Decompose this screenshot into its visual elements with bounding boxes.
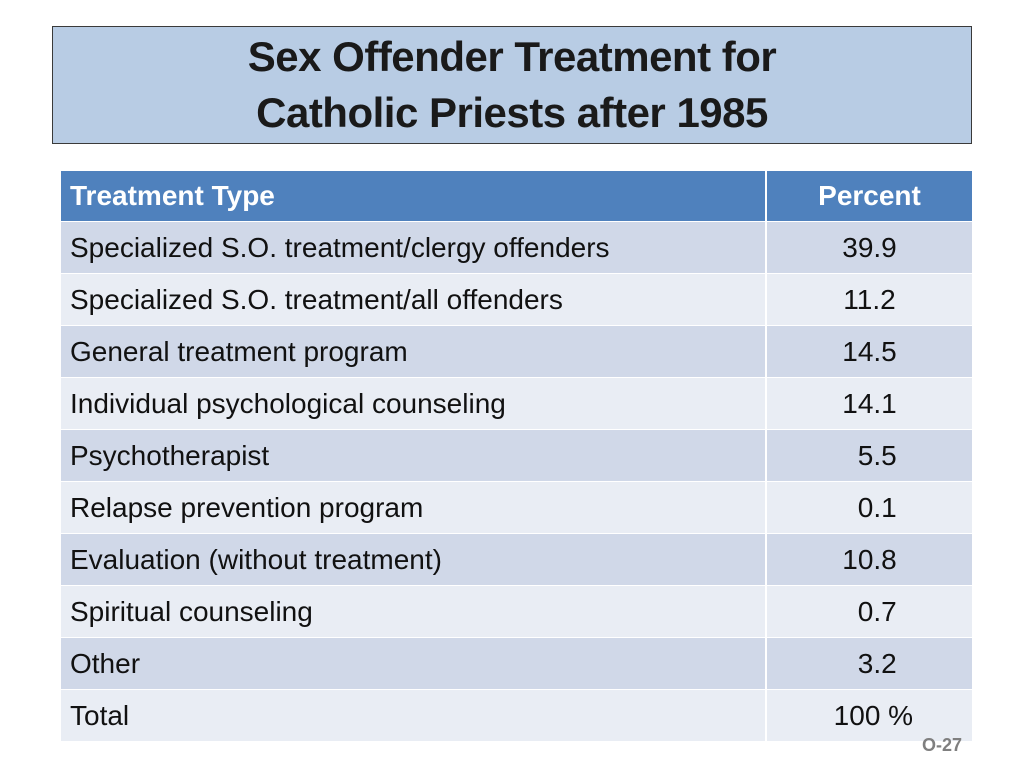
table-header-row: Treatment Type Percent [61,171,972,222]
percent-cell: 0.1 [842,491,897,523]
percent-cell: 0.7 [842,595,897,627]
table-row: Spiritual counseling 0.7 [61,586,972,638]
total-percent-cell: 100 % [825,699,914,731]
treatment-type-cell: General treatment program [61,326,767,377]
table-row: General treatment program 14.5 [61,326,972,378]
treatment-type-cell: Spiritual counseling [61,586,767,637]
title-box: Sex Offender Treatment for Catholic Prie… [52,26,972,144]
treatment-type-cell: Other [61,638,767,689]
treatment-type-cell: Relapse prevention program [61,482,767,533]
title-line-1: Sex Offender Treatment for [247,33,777,80]
table-row: Other 3.2 [61,638,972,690]
total-label-cell: Total [61,690,767,741]
percent-cell: 11.2 [843,283,896,315]
percent-cell: 3.2 [842,647,897,679]
treatment-type-cell: Individual psychological counseling [61,378,767,429]
treatment-table: Treatment Type Percent Specialized S.O. … [61,171,972,742]
percent-cell: 39.9 [842,231,897,263]
slide-code: O-27 [921,735,962,755]
table-row: Specialized S.O. treatment/clergy offend… [61,222,972,274]
table-row: Evaluation (without treatment) 10.8 [61,534,972,586]
treatment-type-cell: Evaluation (without treatment) [61,534,767,585]
treatment-type-cell: Psychotherapist [61,430,767,481]
table-row-total: Total 100 % [61,690,972,742]
percent-cell: 5.5 [842,439,897,471]
percent-cell: 14.1 [842,387,897,419]
header-treatment-type: Treatment Type [61,171,767,221]
table-row: Individual psychological counseling 14.1 [61,378,972,430]
percent-cell: 14.5 [842,335,897,367]
treatment-type-cell: Specialized S.O. treatment/all offenders [61,274,767,325]
percent-cell: 10.8 [842,543,897,575]
table-row: Psychotherapist 5.5 [61,430,972,482]
table-row: Relapse prevention program 0.1 [61,482,972,534]
treatment-type-cell: Specialized S.O. treatment/clergy offend… [61,222,767,273]
table-row: Specialized S.O. treatment/all offenders… [61,274,972,326]
header-percent: Percent [818,180,921,211]
title-line-2: Catholic Priests after 1985 [256,89,768,136]
